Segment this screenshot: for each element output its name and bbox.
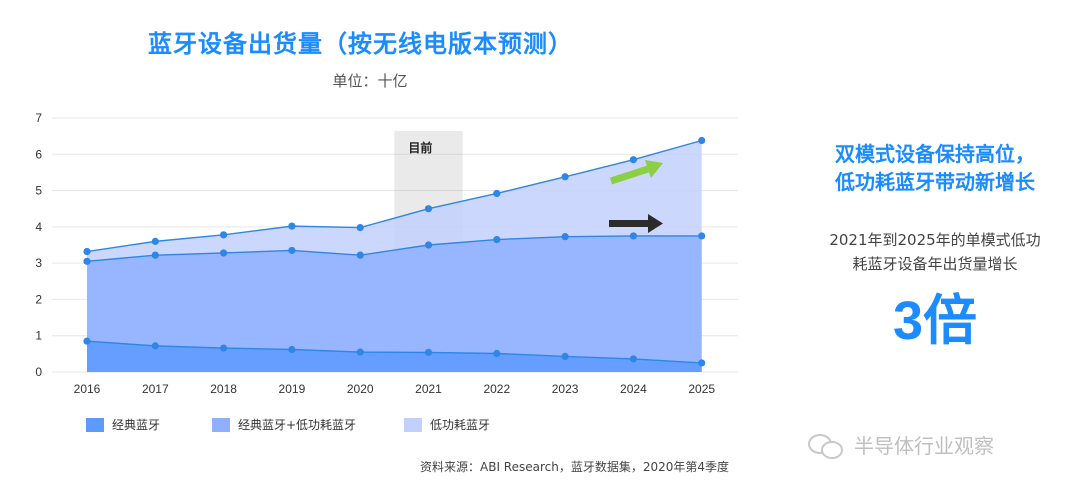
legend-label-classic: 经典蓝牙 [112, 418, 161, 432]
legend-label-dual: 经典蓝牙+低功耗蓝牙 [238, 418, 357, 432]
current-period-label: 目前 [408, 140, 432, 155]
area-classic-plus-le [87, 235, 702, 372]
y-tick-label: 7 [35, 111, 42, 125]
data-point-le-2019 [288, 222, 296, 230]
side-sub-line2: 耗蓝牙设备年出货量增长 [852, 255, 1018, 273]
legend-item-classic: 经典蓝牙 [86, 416, 160, 433]
legend-swatch-dual [212, 417, 230, 432]
data-point-classic-2024 [629, 355, 638, 363]
data-point-classic-plus-le-2022 [493, 235, 501, 244]
legend-swatch-classic [86, 417, 104, 432]
data-point-le-2025 [698, 136, 706, 145]
data-point-classic-2020 [356, 348, 364, 356]
x-tick-label: 2025 [688, 382, 715, 396]
x-tick-label: 2023 [552, 382, 579, 396]
data-point-classic-plus-le-2017 [151, 251, 159, 259]
side-headline: 双模式设备保持高位， 低功耗蓝牙带动新增长 [800, 140, 1070, 196]
watermark-text: 半导体行业观察 [854, 434, 994, 458]
data-point-classic-plus-le-2020 [356, 251, 364, 259]
x-tick-label: 2024 [620, 382, 647, 396]
y-tick-label: 4 [35, 220, 42, 234]
flat-arrow-head-icon [648, 214, 663, 233]
chart-title: 蓝牙设备出货量（按无线电版本预测） [148, 30, 573, 58]
growth-arrow-head-icon [645, 160, 663, 178]
x-tick-label: 2022 [483, 382, 510, 396]
source-note: 资料来源：ABI Research，蓝牙数据集，2020年第4季度 [420, 460, 730, 474]
data-point-classic-2018 [220, 344, 228, 352]
y-tick-label: 3 [35, 256, 42, 270]
data-point-le-2021 [424, 205, 433, 213]
growth-arrow-shaft-icon [609, 165, 650, 185]
y-tick-label: 0 [35, 365, 42, 379]
x-tick-label: 2018 [210, 382, 237, 396]
side-headline-line2: 低功耗蓝牙带动新增长 [835, 170, 1035, 194]
data-point-classic-plus-le-2024 [629, 232, 638, 240]
data-point-classic-plus-le-2019 [288, 246, 296, 255]
data-point-classic-plus-le-2018 [220, 249, 228, 257]
data-point-classic-plus-le-2016 [83, 257, 91, 265]
line-classic-plus-le [86, 235, 702, 263]
unit-label: 单位：十亿 [332, 72, 408, 90]
side-subtext: 2021年到2025年的单模式低功 耗蓝牙设备年出货量增长 [790, 228, 1080, 276]
side-headline-line1: 双模式设备保持高位， [835, 142, 1035, 166]
data-point-classic-2025 [698, 359, 706, 367]
data-point-le-2018 [220, 231, 228, 239]
data-point-classic-2021 [424, 348, 433, 357]
data-point-le-2023 [561, 173, 569, 181]
legend-swatch-le [404, 417, 422, 432]
side-sub-line1: 2021年到2025年的单模式低功 [829, 231, 1041, 249]
data-point-le-2024 [629, 156, 638, 164]
area-chart: 0 1 2 3 4 5 6 7 目前 2016 2017 2018 2019 2020 2021 2022 20… [35, 111, 738, 396]
data-point-classic-plus-le-2023 [561, 233, 569, 241]
y-tick-label: 2 [35, 292, 42, 306]
wechat-icon [808, 432, 844, 459]
data-point-le-2016 [83, 247, 91, 256]
data-point-le-2020 [356, 223, 364, 232]
data-point-classic-2019 [288, 345, 296, 354]
x-tick-label: 2020 [347, 382, 374, 396]
data-point-classic-2016 [83, 337, 91, 345]
x-tick-label: 2016 [74, 382, 101, 396]
legend-label-le: 低功耗蓝牙 [430, 418, 491, 432]
data-point-classic-2017 [151, 342, 159, 350]
legend-item-le: 低功耗蓝牙 [404, 416, 490, 433]
data-point-classic-2022 [493, 349, 501, 358]
watermark: 半导体行业观察 [808, 430, 994, 459]
y-tick-label: 1 [35, 329, 42, 343]
x-tick-label: 2017 [142, 382, 169, 396]
growth-multiplier: 3倍 [892, 291, 978, 351]
data-point-classic-plus-le-2025 [698, 232, 706, 240]
data-point-classic-2023 [561, 352, 569, 360]
y-tick-label: 5 [35, 184, 42, 198]
data-point-le-2022 [493, 189, 501, 198]
legend-item-dual: 经典蓝牙+低功耗蓝牙 [212, 416, 356, 433]
y-tick-label: 6 [35, 147, 42, 161]
x-tick-label: 2019 [279, 382, 306, 396]
line-le [86, 139, 702, 253]
x-tick-label: 2021 [415, 382, 442, 396]
flat-arrow-shaft-icon [609, 220, 649, 227]
data-point-le-2017 [151, 237, 159, 245]
line-classic [86, 340, 702, 364]
data-point-classic-plus-le-2021 [424, 241, 433, 249]
